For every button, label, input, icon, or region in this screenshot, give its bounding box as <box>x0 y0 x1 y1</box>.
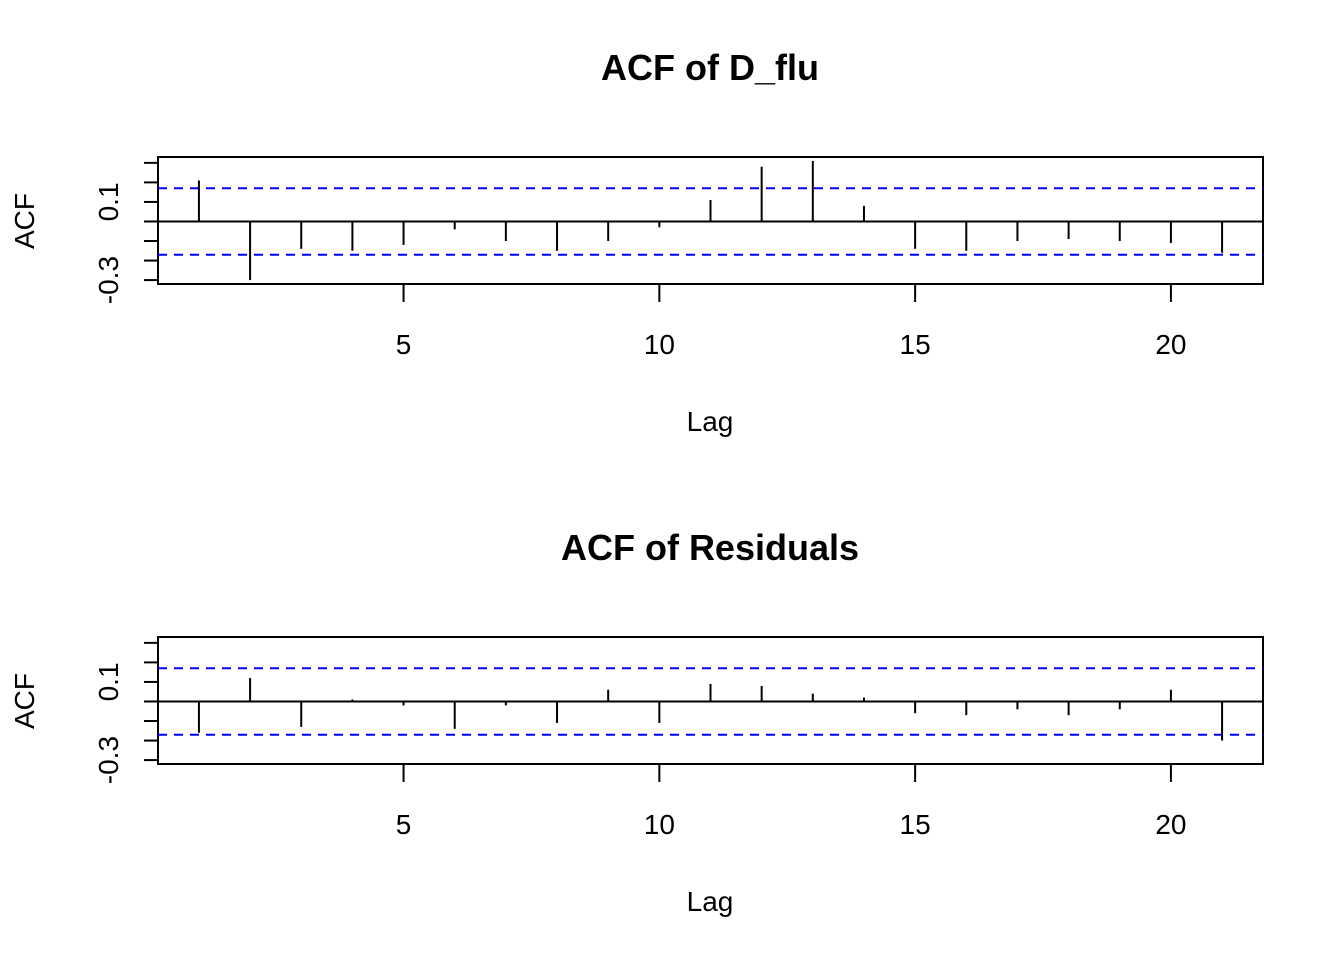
x-tick-label: 20 <box>1155 329 1186 360</box>
x-axis-label: Lag <box>687 886 734 917</box>
y-tick-label: -0.3 <box>93 256 124 304</box>
x-tick-label: 10 <box>644 809 675 840</box>
y-axis-label: ACF <box>9 193 40 249</box>
x-tick-label: 20 <box>1155 809 1186 840</box>
acf-panel-residuals: ACF of Residuals Lag ACF -0.3 0.1 5 10 15 20 <box>9 527 1264 917</box>
y-tick-label: 0.1 <box>93 182 124 221</box>
y-tick-label: 0.1 <box>93 662 124 701</box>
plot-area: -0.3 0.1 5 10 15 20 <box>93 636 1264 840</box>
x-tick-label: 10 <box>644 329 675 360</box>
panel-title: ACF of D_flu <box>601 47 819 88</box>
acf-panel-dflu: ACF of D_flu Lag ACF -0.3 0.1 5 10 15 20 <box>9 47 1264 437</box>
x-tick-label: 5 <box>396 329 412 360</box>
plot-area: -0.3 0.1 5 10 15 20 <box>93 156 1264 360</box>
panel-title: ACF of Residuals <box>561 527 859 568</box>
x-tick-label: 15 <box>900 809 931 840</box>
x-tick-label: 15 <box>900 329 931 360</box>
x-tick-label: 5 <box>396 809 412 840</box>
y-tick-label: -0.3 <box>93 736 124 784</box>
x-axis-label: Lag <box>687 406 734 437</box>
y-axis-label: ACF <box>9 673 40 729</box>
